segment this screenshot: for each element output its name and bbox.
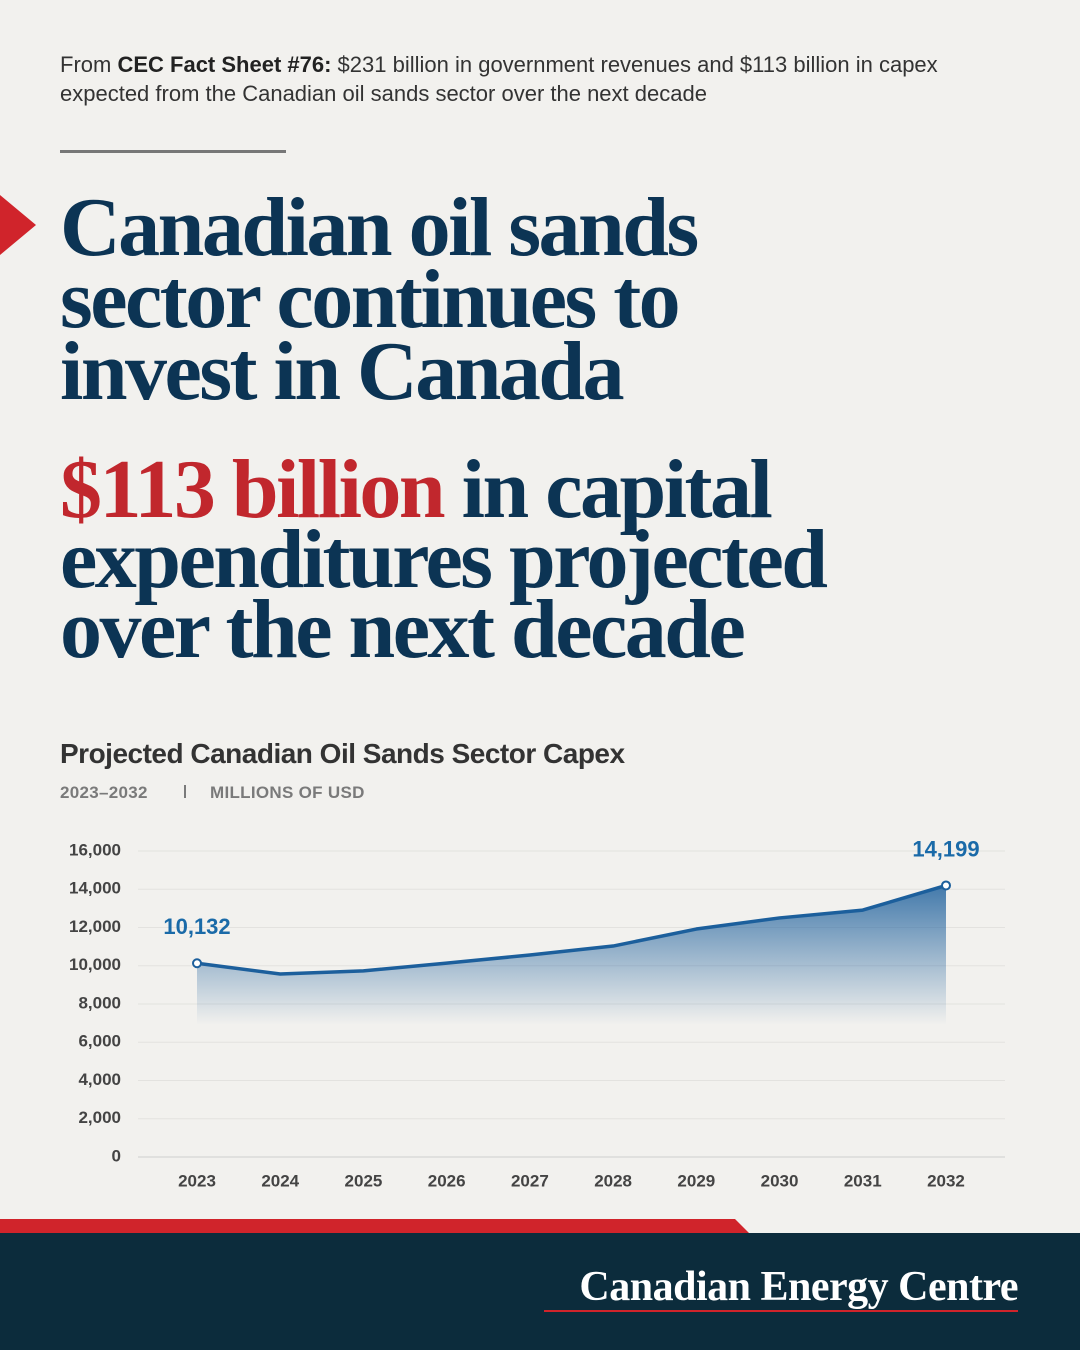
y-tick-label: 4,000 — [78, 1070, 121, 1089]
y-tick-label: 2,000 — [78, 1108, 121, 1127]
chart-title: Projected Canadian Oil Sands Sector Cape… — [60, 738, 625, 769]
y-tick-label: 0 — [112, 1146, 121, 1165]
headline-line: Canadian oil sands — [60, 181, 699, 274]
x-tick-label: 2026 — [428, 1171, 466, 1190]
y-tick-label: 8,000 — [78, 993, 121, 1012]
chart: 0 2,000 4,000 6,000 8,000 10,000 12,000 14,000 1… — [69, 836, 1005, 1190]
x-tick-label: 2029 — [677, 1171, 715, 1190]
subheadline: $113 billion in capital expenditures pro… — [60, 448, 828, 676]
value-label: 14,199 — [912, 836, 979, 861]
accent-triangle — [0, 195, 36, 255]
subheadline-line: over the next decade — [60, 583, 746, 676]
chart-subtitle: 2023–2032 — [60, 783, 148, 802]
area — [197, 885, 946, 1157]
x-tick-label: 2031 — [844, 1171, 882, 1190]
line — [196, 883, 947, 976]
x-tick-label: 2032 — [927, 1171, 965, 1190]
x-tick-label: 2023 — [178, 1171, 216, 1190]
y-tick-label: 10,000 — [69, 955, 121, 974]
x-tick-label: 2030 — [761, 1171, 799, 1190]
x-tick-label: 2025 — [345, 1171, 383, 1190]
intro-text: $231 billion in government revenues and … — [60, 52, 938, 106]
headline-line: sector continues to — [60, 253, 681, 346]
y-tick-label: 6,000 — [78, 1032, 121, 1051]
subheadline-text: in capital — [461, 443, 773, 536]
data-point — [192, 958, 203, 969]
brand-underline — [544, 1310, 1018, 1312]
red-bar — [0, 1219, 749, 1233]
brand-logo: Canadian Energy Centre — [579, 1264, 1018, 1310]
value-label: 10,132 — [163, 914, 230, 939]
intro: From CEC Fact Sheet #76: $231 billion in… — [60, 50, 940, 108]
x-tick-label: 2027 — [511, 1171, 549, 1190]
separator — [184, 785, 186, 798]
footer — [0, 1233, 1080, 1350]
highlight: $113 billion — [60, 443, 446, 536]
headline: Canadian oil sands sector continues to i… — [60, 181, 699, 418]
subheadline-line: expenditures projected — [60, 513, 828, 606]
y-tick-label: 12,000 — [69, 917, 121, 936]
x-tick-label: 2024 — [261, 1171, 299, 1190]
headline-line: invest in Canada — [60, 325, 625, 418]
divider — [60, 150, 286, 153]
y-tick-label: 16,000 — [69, 840, 121, 859]
intro-prefix: From — [60, 52, 112, 77]
y-tick-label: 14,000 — [69, 879, 121, 898]
intro-source: CEC Fact Sheet #76: — [117, 52, 332, 77]
subheadline-line: $113 billion in capital — [60, 448, 825, 532]
x-tick-label: 2028 — [594, 1171, 632, 1190]
data-point — [940, 880, 951, 891]
chart-unit: MILLIONS OF USD — [210, 783, 365, 802]
